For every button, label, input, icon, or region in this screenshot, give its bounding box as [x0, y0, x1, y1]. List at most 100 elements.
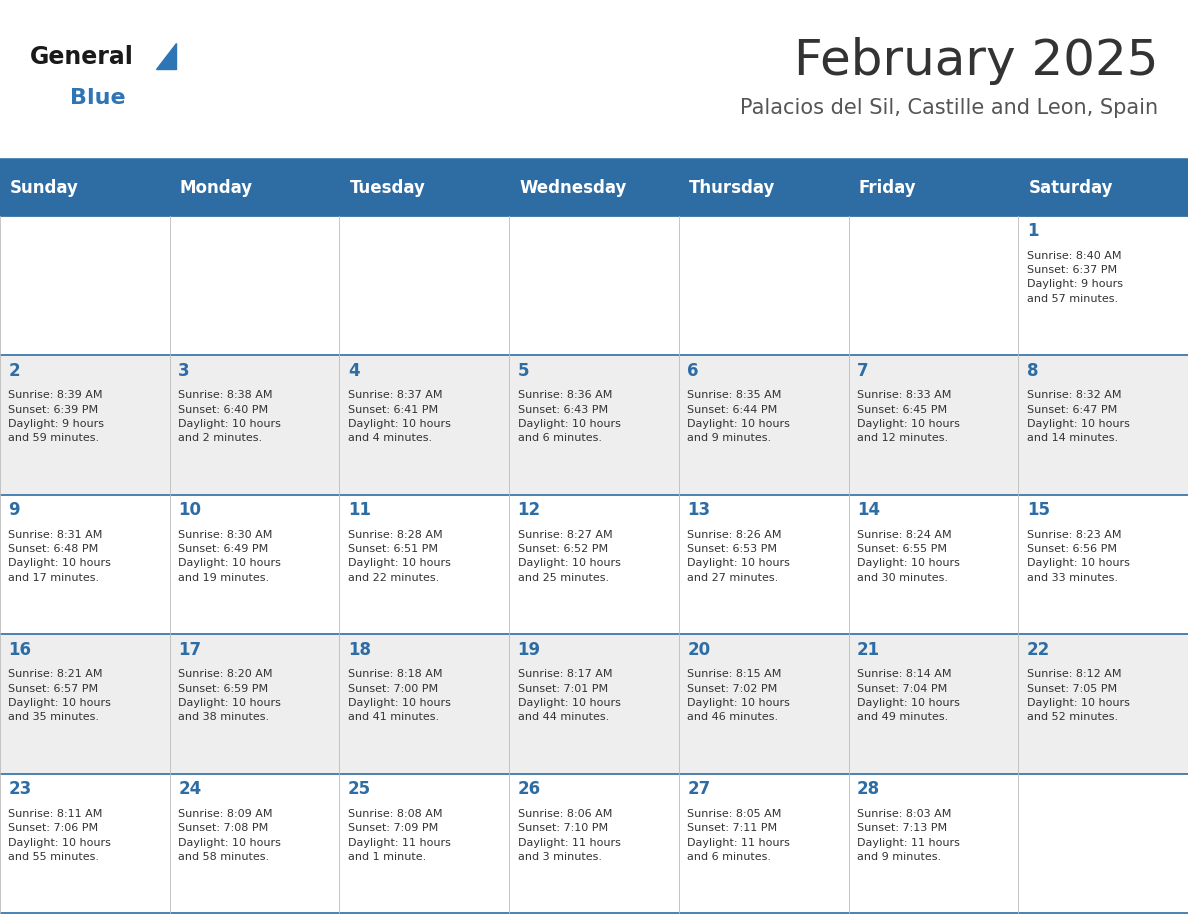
Text: 17: 17 [178, 641, 201, 659]
Text: 20: 20 [688, 641, 710, 659]
Bar [1018, 355, 1188, 495]
Bar [678, 355, 848, 495]
Text: 5: 5 [518, 362, 529, 380]
Bar [848, 774, 1018, 913]
Bar [510, 355, 678, 495]
Text: Friday: Friday [859, 179, 916, 197]
Text: Sunrise: 8:15 AM
Sunset: 7:02 PM
Daylight: 10 hours
and 46 minutes.: Sunrise: 8:15 AM Sunset: 7:02 PM Dayligh… [688, 669, 790, 722]
Bar [848, 495, 1018, 634]
Text: 23: 23 [8, 780, 32, 799]
Text: Sunrise: 8:35 AM
Sunset: 6:44 PM
Daylight: 10 hours
and 9 minutes.: Sunrise: 8:35 AM Sunset: 6:44 PM Dayligh… [688, 390, 790, 443]
Text: Sunrise: 8:12 AM
Sunset: 7:05 PM
Daylight: 10 hours
and 52 minutes.: Sunrise: 8:12 AM Sunset: 7:05 PM Dayligh… [1026, 669, 1130, 722]
Text: Palacios del Sil, Castille and Leon, Spain: Palacios del Sil, Castille and Leon, Spa… [740, 98, 1158, 118]
Text: Sunrise: 8:03 AM
Sunset: 7:13 PM
Daylight: 11 hours
and 9 minutes.: Sunrise: 8:03 AM Sunset: 7:13 PM Dayligh… [857, 809, 960, 862]
Bar [170, 355, 340, 495]
Text: 3: 3 [178, 362, 190, 380]
Text: 24: 24 [178, 780, 202, 799]
Bar [0, 634, 170, 774]
Text: 18: 18 [348, 641, 371, 659]
Bar [510, 774, 678, 913]
Text: 2: 2 [8, 362, 20, 380]
Bar [678, 216, 848, 355]
Text: 15: 15 [1026, 501, 1050, 520]
Text: Sunrise: 8:18 AM
Sunset: 7:00 PM
Daylight: 10 hours
and 41 minutes.: Sunrise: 8:18 AM Sunset: 7:00 PM Dayligh… [348, 669, 450, 722]
Text: Sunrise: 8:33 AM
Sunset: 6:45 PM
Daylight: 10 hours
and 12 minutes.: Sunrise: 8:33 AM Sunset: 6:45 PM Dayligh… [857, 390, 960, 443]
Bar [170, 634, 340, 774]
Text: Sunrise: 8:23 AM
Sunset: 6:56 PM
Daylight: 10 hours
and 33 minutes.: Sunrise: 8:23 AM Sunset: 6:56 PM Dayligh… [1026, 530, 1130, 583]
Text: Sunrise: 8:26 AM
Sunset: 6:53 PM
Daylight: 10 hours
and 27 minutes.: Sunrise: 8:26 AM Sunset: 6:53 PM Dayligh… [688, 530, 790, 583]
Bar [340, 774, 510, 913]
Bar [170, 774, 340, 913]
Bar [170, 495, 340, 634]
Bar [1018, 161, 1188, 216]
Bar [678, 495, 848, 634]
Text: 27: 27 [688, 780, 710, 799]
Text: 12: 12 [518, 501, 541, 520]
Text: 22: 22 [1026, 641, 1050, 659]
Bar [678, 161, 848, 216]
Text: 26: 26 [518, 780, 541, 799]
Bar [0, 216, 170, 355]
Text: Sunrise: 8:08 AM
Sunset: 7:09 PM
Daylight: 11 hours
and 1 minute.: Sunrise: 8:08 AM Sunset: 7:09 PM Dayligh… [348, 809, 450, 862]
Text: 14: 14 [857, 501, 880, 520]
Text: Sunrise: 8:05 AM
Sunset: 7:11 PM
Daylight: 11 hours
and 6 minutes.: Sunrise: 8:05 AM Sunset: 7:11 PM Dayligh… [688, 809, 790, 862]
Bar [510, 161, 678, 216]
Text: Sunrise: 8:37 AM
Sunset: 6:41 PM
Daylight: 10 hours
and 4 minutes.: Sunrise: 8:37 AM Sunset: 6:41 PM Dayligh… [348, 390, 450, 443]
Bar [0, 495, 170, 634]
Text: Blue: Blue [70, 88, 126, 108]
Text: Tuesday: Tuesday [349, 179, 425, 197]
Bar [340, 495, 510, 634]
Text: Sunrise: 8:27 AM
Sunset: 6:52 PM
Daylight: 10 hours
and 25 minutes.: Sunrise: 8:27 AM Sunset: 6:52 PM Dayligh… [518, 530, 620, 583]
Text: 1: 1 [1026, 222, 1038, 241]
Bar [0, 161, 170, 216]
Text: Wednesday: Wednesday [519, 179, 627, 197]
Text: 21: 21 [857, 641, 880, 659]
Text: 11: 11 [348, 501, 371, 520]
Bar [848, 355, 1018, 495]
Text: Sunday: Sunday [11, 179, 80, 197]
Text: 9: 9 [8, 501, 20, 520]
Bar [1018, 774, 1188, 913]
Text: 16: 16 [8, 641, 32, 659]
Bar [678, 634, 848, 774]
Bar [1018, 495, 1188, 634]
Text: 19: 19 [518, 641, 541, 659]
Text: 25: 25 [348, 780, 371, 799]
Text: Sunrise: 8:14 AM
Sunset: 7:04 PM
Daylight: 10 hours
and 49 minutes.: Sunrise: 8:14 AM Sunset: 7:04 PM Dayligh… [857, 669, 960, 722]
Bar [0, 774, 170, 913]
Bar [340, 216, 510, 355]
Text: Sunrise: 8:31 AM
Sunset: 6:48 PM
Daylight: 10 hours
and 17 minutes.: Sunrise: 8:31 AM Sunset: 6:48 PM Dayligh… [8, 530, 112, 583]
Text: Sunrise: 8:40 AM
Sunset: 6:37 PM
Daylight: 9 hours
and 57 minutes.: Sunrise: 8:40 AM Sunset: 6:37 PM Dayligh… [1026, 251, 1123, 304]
Text: Sunrise: 8:06 AM
Sunset: 7:10 PM
Daylight: 11 hours
and 3 minutes.: Sunrise: 8:06 AM Sunset: 7:10 PM Dayligh… [518, 809, 620, 862]
Text: Sunrise: 8:17 AM
Sunset: 7:01 PM
Daylight: 10 hours
and 44 minutes.: Sunrise: 8:17 AM Sunset: 7:01 PM Dayligh… [518, 669, 620, 722]
Text: 13: 13 [688, 501, 710, 520]
Bar [678, 774, 848, 913]
Text: February 2025: February 2025 [794, 37, 1158, 84]
Bar [0, 355, 170, 495]
Text: Sunrise: 8:28 AM
Sunset: 6:51 PM
Daylight: 10 hours
and 22 minutes.: Sunrise: 8:28 AM Sunset: 6:51 PM Dayligh… [348, 530, 450, 583]
Bar [510, 216, 678, 355]
Bar [340, 161, 510, 216]
Bar [1018, 216, 1188, 355]
Text: Sunrise: 8:20 AM
Sunset: 6:59 PM
Daylight: 10 hours
and 38 minutes.: Sunrise: 8:20 AM Sunset: 6:59 PM Dayligh… [178, 669, 282, 722]
Text: Sunrise: 8:11 AM
Sunset: 7:06 PM
Daylight: 10 hours
and 55 minutes.: Sunrise: 8:11 AM Sunset: 7:06 PM Dayligh… [8, 809, 112, 862]
Text: Monday: Monday [179, 179, 253, 197]
Text: Thursday: Thursday [689, 179, 776, 197]
Text: 28: 28 [857, 780, 880, 799]
Bar [340, 634, 510, 774]
Text: Sunrise: 8:39 AM
Sunset: 6:39 PM
Daylight: 9 hours
and 59 minutes.: Sunrise: 8:39 AM Sunset: 6:39 PM Dayligh… [8, 390, 105, 443]
Bar [340, 355, 510, 495]
Text: 6: 6 [688, 362, 699, 380]
Text: General: General [30, 45, 133, 69]
Text: Sunrise: 8:36 AM
Sunset: 6:43 PM
Daylight: 10 hours
and 6 minutes.: Sunrise: 8:36 AM Sunset: 6:43 PM Dayligh… [518, 390, 620, 443]
Polygon shape [156, 43, 176, 69]
Text: Sunrise: 8:21 AM
Sunset: 6:57 PM
Daylight: 10 hours
and 35 minutes.: Sunrise: 8:21 AM Sunset: 6:57 PM Dayligh… [8, 669, 112, 722]
Bar [170, 216, 340, 355]
Text: 7: 7 [857, 362, 868, 380]
Text: 4: 4 [348, 362, 360, 380]
Text: 10: 10 [178, 501, 201, 520]
Text: 8: 8 [1026, 362, 1038, 380]
Bar [510, 634, 678, 774]
Bar [848, 634, 1018, 774]
Text: Sunrise: 8:30 AM
Sunset: 6:49 PM
Daylight: 10 hours
and 19 minutes.: Sunrise: 8:30 AM Sunset: 6:49 PM Dayligh… [178, 530, 282, 583]
